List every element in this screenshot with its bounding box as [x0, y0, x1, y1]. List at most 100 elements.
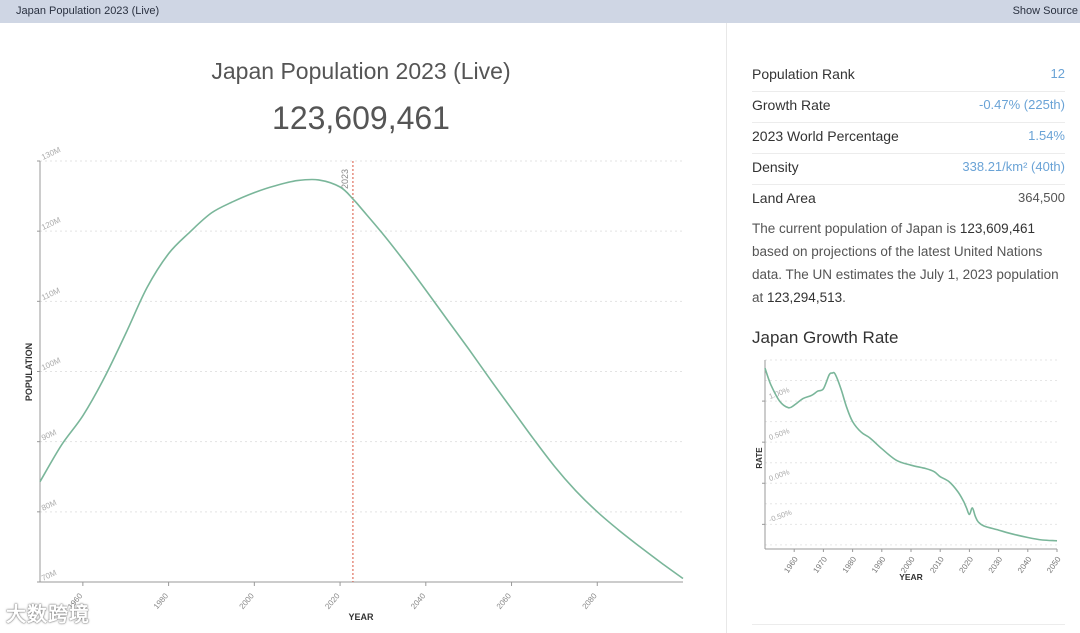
data-point — [957, 491, 958, 492]
stats-label: Population Rank — [752, 66, 855, 82]
data-point — [125, 333, 126, 334]
stats-row-growth-rate: Growth Rate -0.47% (225th) — [752, 91, 1065, 123]
data-point — [447, 319, 448, 320]
data-point — [490, 379, 491, 380]
world-percentage-link[interactable]: 1.54% — [1028, 128, 1065, 143]
data-point — [532, 438, 533, 439]
data-point — [840, 388, 841, 389]
stats-row-world-percentage: 2023 World Percentage 1.54% — [752, 122, 1065, 154]
live-population-counter: 123,609,461 — [272, 100, 450, 136]
data-point — [468, 348, 469, 349]
growth-rate-link[interactable]: -0.47% (225th) — [979, 97, 1065, 112]
data-point — [910, 465, 911, 466]
data-point — [104, 377, 105, 378]
x-tick-label: 2080 — [580, 591, 599, 611]
current-year-label: 2023 — [340, 169, 350, 189]
stats-row-population-rank: Population Rank 12 — [752, 60, 1065, 92]
data-point — [940, 476, 941, 477]
data-point — [896, 460, 897, 461]
data-point — [969, 514, 970, 515]
data-point — [934, 471, 935, 472]
data-point — [764, 368, 765, 369]
growth-rate-title: Japan Growth Rate — [752, 328, 899, 347]
stats-label: Density — [752, 159, 799, 175]
data-point — [983, 525, 984, 526]
x-tick-label: 2060 — [495, 591, 514, 611]
section-divider — [752, 624, 1065, 625]
data-point — [948, 481, 949, 482]
data-point — [168, 253, 169, 254]
data-point — [788, 407, 789, 408]
stats-row-density: Density 338.21/km² (40th) — [752, 153, 1065, 185]
data-point — [881, 448, 882, 449]
data-point — [963, 501, 964, 502]
data-point — [554, 466, 555, 467]
description-current-population: 123,609,461 — [959, 221, 1035, 236]
show-source-link[interactable]: Show Source — [1012, 5, 1078, 17]
stats-row-land-area: Land Area 364,500 — [752, 184, 1065, 215]
density-link[interactable]: 338.21/km² (40th) — [962, 159, 1065, 174]
data-point — [275, 185, 276, 186]
data-point — [966, 507, 967, 508]
data-point — [975, 516, 976, 517]
data-point — [770, 384, 771, 385]
data-point — [861, 432, 862, 433]
x-axis-title: YEAR — [899, 572, 923, 582]
data-point — [811, 395, 812, 396]
data-point — [61, 445, 62, 446]
x-tick-label: 2030 — [987, 555, 1005, 575]
x-tick-label: 1960 — [782, 555, 800, 575]
data-point — [925, 468, 926, 469]
top-bar-title: Japan Population 2023 (Live) — [16, 5, 160, 17]
column-divider — [726, 23, 727, 633]
population-description: The current population of Japan is 123,6… — [752, 217, 1068, 309]
data-point — [318, 179, 319, 180]
data-point — [618, 529, 619, 530]
data-point — [382, 233, 383, 234]
description-text: The current population of Japan is — [752, 221, 960, 236]
y-axis-title: POPULATION — [24, 343, 34, 401]
y-tick-label: 120M — [40, 215, 62, 232]
x-tick-label: 2020 — [323, 591, 342, 611]
data-point — [425, 290, 426, 291]
data-point — [404, 261, 405, 262]
data-point — [640, 546, 641, 547]
watermark-logo: 大数跨境 — [6, 604, 90, 626]
data-point — [852, 421, 853, 422]
data-point — [211, 212, 212, 213]
data-point — [829, 374, 830, 375]
data-point — [794, 405, 795, 406]
population-series-line — [39, 178, 684, 580]
data-point — [232, 201, 233, 202]
data-point — [147, 287, 148, 288]
data-point — [661, 562, 662, 563]
data-point — [870, 437, 871, 438]
population-rank-link[interactable]: 12 — [1050, 66, 1065, 81]
stats-label: 2023 World Percentage — [752, 128, 899, 144]
description-text: based on projections of the latest Unite… — [752, 244, 1059, 305]
y-tick-label: -0.50% — [768, 508, 794, 525]
y-tick-label: 0.50% — [768, 426, 791, 442]
y-tick-label: 70M — [40, 568, 58, 583]
data-point — [352, 198, 353, 199]
x-tick-label: 2050 — [1045, 555, 1063, 575]
data-point — [1056, 540, 1057, 541]
data-point — [972, 507, 973, 508]
y-tick-label: 0.00% — [768, 467, 791, 483]
data-point — [597, 511, 598, 512]
data-point — [779, 400, 780, 401]
data-point — [834, 373, 835, 374]
data-point — [998, 530, 999, 531]
data-point — [254, 192, 255, 193]
data-point — [575, 490, 576, 491]
description-un-estimate: 123,294,513 — [767, 290, 843, 305]
x-tick-label: 1980 — [152, 591, 171, 611]
y-tick-label: 1.00% — [768, 385, 791, 401]
data-point — [1027, 537, 1028, 538]
x-tick-label: 2040 — [1016, 555, 1034, 575]
y-tick-label: 110M — [40, 286, 62, 303]
top-bar: Japan Population 2023 (Live) Show Source — [0, 0, 1080, 23]
growth-rate-chart[interactable]: 1.00%0.50%0.00%-0.50%1960 1970 1980 1990 200… — [748, 352, 1070, 590]
x-tick-label: 2000 — [238, 591, 257, 611]
